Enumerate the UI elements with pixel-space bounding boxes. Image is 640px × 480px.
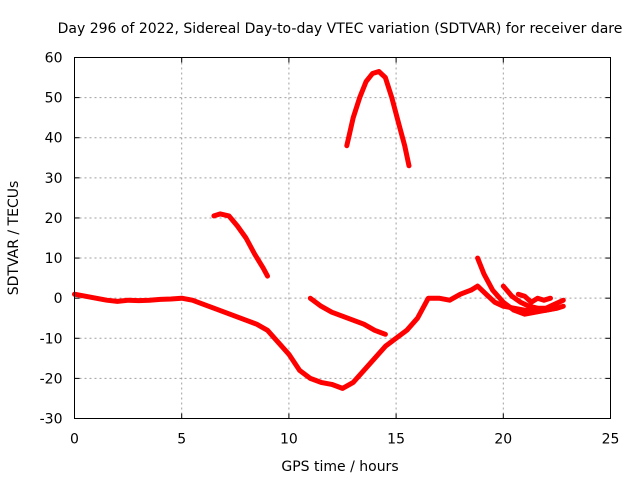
x-axis: 0 5 10 15 20 25 [70,57,620,448]
x-tick-label: 15 [387,432,405,448]
series-arc-6 [475,255,566,317]
x-tick-label: 10 [280,432,298,448]
series-arc-8 [515,291,553,305]
y-tick-label: 40 [45,131,63,147]
y-tick-label: 10 [45,251,63,267]
x-tick-label: 0 [70,432,79,448]
series-arc-2 [211,211,270,279]
series-arc-3 [344,69,412,169]
series-arc-4 [307,295,388,337]
y-tick-label: -30 [40,412,63,428]
y-tick-label: 20 [45,211,63,227]
series-arc-7 [500,283,566,311]
chart-title: Day 296 of 2022, Sidereal Day-to-day VTE… [58,21,623,37]
x-tick-label: 20 [494,432,512,448]
series-arc-1 [72,287,474,391]
plot-frame [74,57,611,419]
x-axis-label: GPS time / hours [281,459,398,475]
x-tick-label: 5 [177,432,186,448]
y-tick-label: 0 [54,291,63,307]
y-tick-label: 60 [45,51,63,67]
y-tick-label: -10 [40,331,63,347]
y-axis: -30 -20 -10 0 10 20 30 40 50 60 [40,51,611,428]
grid [74,57,611,419]
series-group [72,69,566,391]
y-tick-label: 50 [45,91,63,107]
x-tick-label: 25 [602,432,620,448]
y-tick-label: 30 [45,171,63,187]
y-axis-label: SDTVAR / TECUs [6,181,22,296]
y-tick-label: -20 [40,371,63,387]
